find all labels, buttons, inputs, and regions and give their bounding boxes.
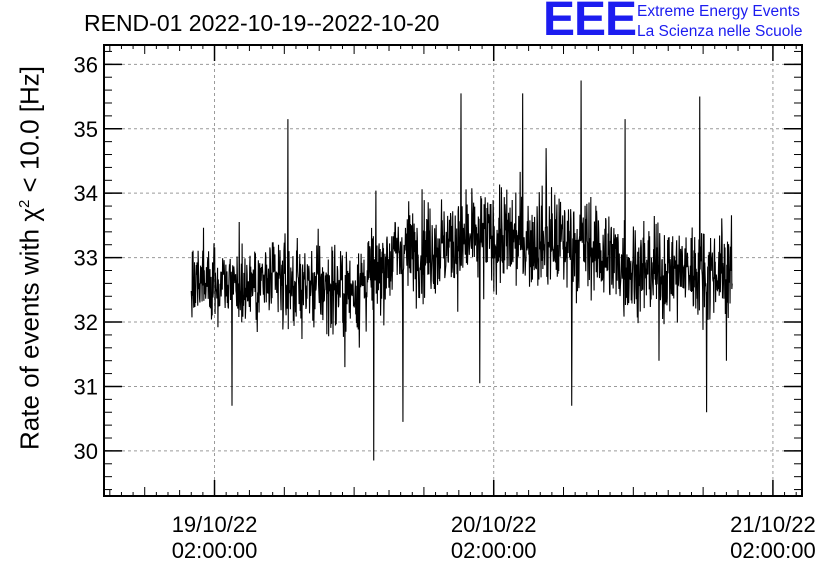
y-tick-label: 32	[74, 310, 98, 335]
grid-lines	[104, 45, 802, 496]
y-tick-label: 35	[74, 117, 98, 142]
logo-line-2: La Scienza nelle Scuole	[637, 23, 803, 40]
x-tick-time: 02:00:00	[730, 538, 816, 563]
x-tick-date: 19/10/22	[172, 512, 258, 537]
x-tick-date: 21/10/22	[730, 512, 816, 537]
x-tick-time: 02:00:00	[451, 538, 537, 563]
y-tick-label: 31	[74, 374, 98, 399]
logo-line-1: Extreme Energy Events	[637, 3, 800, 20]
y-tick-label: 36	[74, 52, 98, 77]
x-tick-date: 20/10/22	[451, 512, 537, 537]
eee-logo: EEE	[543, 0, 637, 46]
rate-series-line	[190, 80, 733, 461]
y-tick-labels: 30 31 32 33 34 35 36	[74, 52, 98, 464]
y-tick-label: 33	[74, 246, 98, 271]
axis-ticks	[104, 45, 802, 496]
x-tick-time: 02:00:00	[172, 538, 258, 563]
x-tick-labels: 19/10/2202:00:0020/10/2202:00:0021/10/22…	[172, 512, 816, 563]
y-tick-label: 30	[74, 439, 98, 464]
y-tick-label: 34	[74, 181, 98, 206]
chart-title: REND-01 2022-10-19--2022-10-20	[84, 10, 440, 36]
